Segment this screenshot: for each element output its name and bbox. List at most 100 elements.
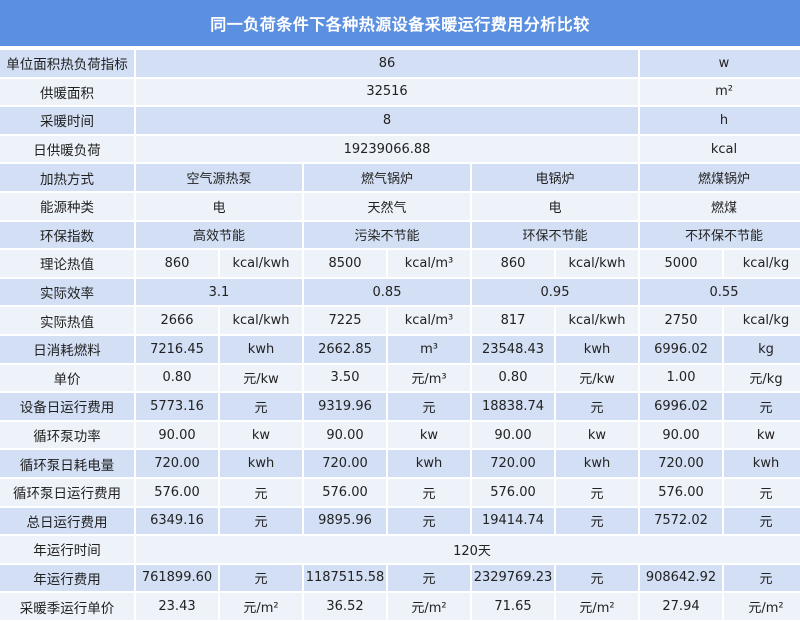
- table-cell: kwh: [724, 450, 800, 477]
- table-cell: 2329769.23: [472, 564, 554, 592]
- table-cell: kcal/m³: [388, 250, 470, 277]
- row-label: 供暖面积: [0, 78, 134, 106]
- row-label: 设备日运行费用: [0, 393, 134, 420]
- table-cell: 36.52: [304, 593, 386, 620]
- table-cell: 电: [136, 192, 302, 220]
- row-label: 单位面积热负荷指标: [0, 50, 134, 77]
- table-cell: 120天: [136, 536, 800, 563]
- table-cell: 576.00: [304, 478, 386, 506]
- table-cell: kw: [556, 421, 638, 449]
- table-cell: 23548.43: [472, 335, 554, 363]
- table-cell: 3.50: [304, 364, 386, 392]
- row-label: 年运行费用: [0, 564, 134, 592]
- table-cell: 2662.85: [304, 335, 386, 363]
- table-cell: h: [640, 107, 800, 134]
- table-cell: 元: [388, 478, 470, 506]
- table-cell: 元: [220, 393, 302, 420]
- table-cell: 元/m²: [388, 593, 470, 620]
- table-cell: 元: [724, 393, 800, 420]
- table-cell: 761899.60: [136, 564, 218, 592]
- row-label: 年运行时间: [0, 536, 134, 563]
- table-cell: 电锅炉: [472, 164, 638, 191]
- row-label: 循环泵日运行费用: [0, 478, 134, 506]
- table-cell: 元/kg: [724, 364, 800, 392]
- table-cell: kcal/kwh: [556, 250, 638, 277]
- table-cell: 不环保不节能: [640, 221, 800, 249]
- table-cell: 元: [724, 478, 800, 506]
- table-cell: 8500: [304, 250, 386, 277]
- table-cell: 9895.96: [304, 507, 386, 535]
- table-cell: 高效节能: [136, 221, 302, 249]
- table-cell: kwh: [556, 335, 638, 363]
- table-cell: 71.65: [472, 593, 554, 620]
- table-cell: 燃煤锅炉: [640, 164, 800, 191]
- table-cell: 0.80: [136, 364, 218, 392]
- table-cell: m²: [640, 78, 800, 106]
- table-cell: 元: [388, 507, 470, 535]
- table-cell: 90.00: [304, 421, 386, 449]
- table-cell: 5773.16: [136, 393, 218, 420]
- table-cell: kcal/kwh: [556, 307, 638, 334]
- table-cell: 元: [556, 478, 638, 506]
- table-cell: 7225: [304, 307, 386, 334]
- table-cell: 元: [220, 507, 302, 535]
- table-cell: 3.1: [136, 278, 302, 306]
- table-cell: 8: [136, 107, 638, 134]
- table-cell: kg: [724, 335, 800, 363]
- table-cell: 元: [220, 564, 302, 592]
- table-cell: 2750: [640, 307, 722, 334]
- table-cell: 0.85: [304, 278, 470, 306]
- table-cell: kcal/kg: [724, 250, 800, 277]
- row-label: 加热方式: [0, 164, 134, 191]
- table-cell: 元: [724, 507, 800, 535]
- table-cell: 元: [556, 564, 638, 592]
- table-cell: 元: [556, 393, 638, 420]
- table-cell: kcal/kwh: [220, 250, 302, 277]
- row-label: 环保指数: [0, 221, 134, 249]
- table-cell: 576.00: [136, 478, 218, 506]
- table-cell: 817: [472, 307, 554, 334]
- row-label: 理论热值: [0, 250, 134, 277]
- table-cell: kwh: [388, 450, 470, 477]
- table-cell: kcal/m³: [388, 307, 470, 334]
- table-cell: kcal/kg: [724, 307, 800, 334]
- table-cell: 元/kw: [220, 364, 302, 392]
- table-cell: 0.80: [472, 364, 554, 392]
- table-cell: 污染不节能: [304, 221, 470, 249]
- table-cell: 元/m²: [220, 593, 302, 620]
- table-cell: 860: [136, 250, 218, 277]
- table-cell: 2666: [136, 307, 218, 334]
- table-cell: 18838.74: [472, 393, 554, 420]
- table-cell: 元: [388, 564, 470, 592]
- row-label: 日供暖负荷: [0, 135, 134, 163]
- table-cell: 元/m³: [388, 364, 470, 392]
- table-cell: 23.43: [136, 593, 218, 620]
- table-cell: 环保不节能: [472, 221, 638, 249]
- table-cell: 5000: [640, 250, 722, 277]
- table-cell: 90.00: [136, 421, 218, 449]
- row-label: 能源种类: [0, 192, 134, 220]
- row-label: 采暖季运行单价: [0, 593, 134, 620]
- table-cell: kwh: [220, 450, 302, 477]
- cost-comparison-table: 单位面积热负荷指标 86 w 供暖面积 32516 m² 采暖时间 8 h 日供暖负荷 192390…: [0, 50, 800, 620]
- table-cell: 720.00: [304, 450, 386, 477]
- table-cell: 7216.45: [136, 335, 218, 363]
- table-cell: kcal: [640, 135, 800, 163]
- table-cell: 0.55: [640, 278, 800, 306]
- table-cell: 0.95: [472, 278, 638, 306]
- table-cell: 元: [556, 507, 638, 535]
- table-cell: 1187515.58: [304, 564, 386, 592]
- table-cell: 元: [220, 478, 302, 506]
- table-cell: 1.00: [640, 364, 722, 392]
- table-cell: 9319.96: [304, 393, 386, 420]
- table-cell: 燃煤: [640, 192, 800, 220]
- table-cell: 电: [472, 192, 638, 220]
- row-label: 循环泵功率: [0, 421, 134, 449]
- table-cell: 90.00: [472, 421, 554, 449]
- table-cell: 720.00: [640, 450, 722, 477]
- table-cell: w: [640, 50, 800, 77]
- table-cell: m³: [388, 335, 470, 363]
- table-cell: 元/kw: [556, 364, 638, 392]
- table-cell: kw: [388, 421, 470, 449]
- table-cell: 6349.16: [136, 507, 218, 535]
